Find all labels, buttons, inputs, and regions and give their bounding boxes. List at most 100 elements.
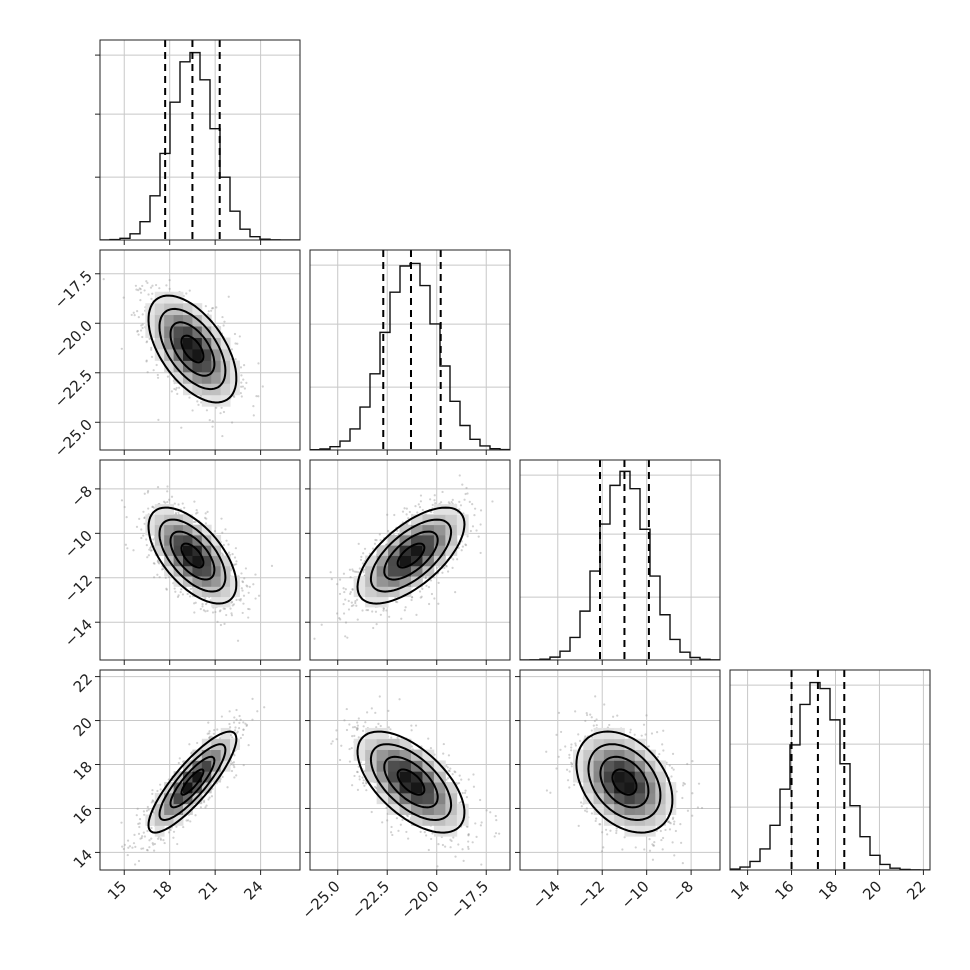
sample-point xyxy=(471,503,474,506)
sample-point xyxy=(342,587,345,590)
density-cell xyxy=(211,326,222,338)
sample-point xyxy=(146,805,149,809)
sample-point xyxy=(447,501,450,504)
sample-point xyxy=(414,505,417,508)
sample-point xyxy=(151,505,154,509)
sample-point xyxy=(152,506,156,509)
density-cell xyxy=(192,576,203,587)
sample-point xyxy=(205,517,208,520)
sample-point xyxy=(403,507,406,510)
sample-point xyxy=(175,386,178,390)
sample-point xyxy=(186,592,189,596)
histogram-panel-1 xyxy=(309,249,511,455)
density-cell xyxy=(192,586,203,598)
sample-point xyxy=(201,605,204,608)
sample-point xyxy=(235,774,238,777)
sample-point xyxy=(347,608,351,611)
sample-point xyxy=(468,500,471,503)
sample-point xyxy=(166,375,170,378)
sample-point xyxy=(227,295,230,298)
density-cell xyxy=(388,576,400,587)
sample-point xyxy=(207,798,210,801)
sample-point xyxy=(336,612,339,615)
sample-point xyxy=(336,583,339,586)
sample-point xyxy=(125,516,128,519)
density-cell xyxy=(433,524,446,536)
sample-point xyxy=(431,503,434,507)
density-cell xyxy=(173,371,184,384)
density-cell xyxy=(192,371,203,384)
sample-point xyxy=(215,406,218,409)
contour-level-0 xyxy=(180,334,205,364)
sample-point xyxy=(202,609,206,612)
density-cell xyxy=(230,576,240,587)
sample-point xyxy=(342,572,346,575)
density-cell xyxy=(410,514,423,526)
density-cell xyxy=(201,524,212,536)
density-cell xyxy=(211,394,222,407)
density-cell xyxy=(201,576,212,587)
sample-point xyxy=(143,813,146,816)
histogram-bars xyxy=(520,470,720,660)
sample-point xyxy=(143,289,146,292)
sample-point xyxy=(188,595,192,598)
panel-frame xyxy=(99,249,301,451)
sample-point xyxy=(145,544,148,547)
sample-point xyxy=(143,522,146,525)
sample-point xyxy=(406,522,409,525)
sample-point xyxy=(425,584,428,587)
sample-point xyxy=(429,579,433,582)
sample-point xyxy=(204,610,207,613)
density-cell xyxy=(164,349,174,361)
sample-point xyxy=(479,551,482,555)
density-cell xyxy=(173,337,184,350)
sample-point xyxy=(242,378,245,381)
sample-point xyxy=(211,425,214,428)
sample-point xyxy=(136,329,139,333)
sample-point xyxy=(102,278,105,281)
sample-point xyxy=(140,324,143,327)
sample-point xyxy=(419,596,422,599)
density-cell xyxy=(388,555,400,567)
density-cell xyxy=(211,371,222,384)
sample-point xyxy=(152,843,155,846)
sample-point xyxy=(239,718,242,721)
sample-point xyxy=(252,405,255,408)
density-cell xyxy=(410,524,423,536)
sample-point xyxy=(230,614,234,617)
density-cell xyxy=(192,555,203,567)
contour-level-1 xyxy=(169,321,216,377)
sample-point xyxy=(254,573,257,576)
sample-point xyxy=(219,412,222,415)
sample-point xyxy=(240,374,243,377)
sample-point xyxy=(243,363,246,367)
sample-point xyxy=(443,566,446,569)
sample-point xyxy=(374,538,377,542)
scatter-panel-1-0: −25.0−22.5−20.0−17.5 xyxy=(51,249,301,461)
sample-point xyxy=(148,846,151,849)
density-cell xyxy=(173,534,184,546)
sample-point xyxy=(460,549,463,552)
density-cell xyxy=(183,371,193,384)
sample-point xyxy=(424,576,427,579)
density-blocks xyxy=(145,504,240,608)
sample-point xyxy=(344,598,347,601)
sample-point xyxy=(475,529,478,532)
sample-point xyxy=(400,617,403,620)
sample-point xyxy=(344,635,347,638)
sample-point xyxy=(148,548,151,551)
sample-point xyxy=(222,410,226,414)
sample-point xyxy=(134,845,137,848)
density-cell xyxy=(365,555,378,567)
sample-point xyxy=(150,348,153,351)
sample-point xyxy=(232,761,236,764)
sample-point xyxy=(348,568,352,571)
sample-point xyxy=(242,602,245,605)
density-cell xyxy=(164,565,174,577)
sample-point xyxy=(454,591,457,594)
sample-point xyxy=(195,512,198,515)
density-cell xyxy=(433,504,446,515)
density-cell xyxy=(376,565,389,577)
